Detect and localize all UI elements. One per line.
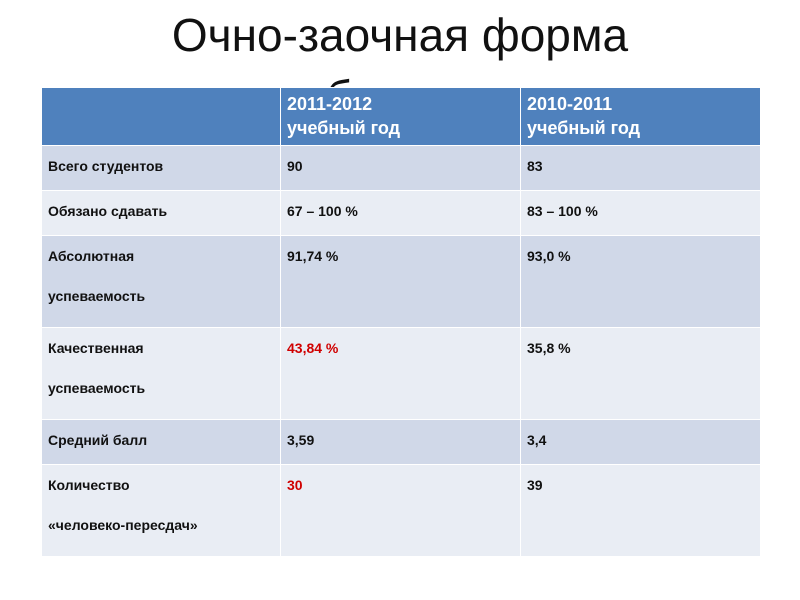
cell-text: 91,74 % — [287, 248, 339, 264]
header-cell — [41, 87, 281, 146]
label-text: Всего студентов — [48, 158, 164, 174]
label-text: Количество — [48, 477, 130, 493]
value-cell: 43,84 % — [280, 327, 521, 420]
value-cell: 3,4 — [520, 419, 761, 465]
data-table: 2011-2012 учебный год 2010-2011 учебный год… — [41, 87, 761, 557]
label-text: успеваемость — [48, 288, 146, 304]
label-text: Качественная — [48, 340, 144, 356]
cell-text: 83 — [527, 158, 543, 174]
table-row: Абсолютная успеваемость 91,74 % 93,0 % — [41, 235, 761, 328]
cell-text: 35,8 % — [527, 340, 571, 356]
table-row: Количество «человеко-пересдач» 30 39 — [41, 464, 761, 557]
value-cell: 3,59 — [280, 419, 521, 465]
row-label: Всего студентов — [41, 145, 281, 191]
value-cell: 90 — [280, 145, 521, 191]
row-label: Обязано сдавать — [41, 190, 281, 236]
value-cell: 35,8 % — [520, 327, 761, 420]
value-cell: 91,74 % — [280, 235, 521, 328]
header-text: учебный год — [527, 118, 641, 138]
table-row: Качественная успеваемость 43,84 % 35,8 % — [41, 327, 761, 420]
row-label: Качественная успеваемость — [41, 327, 281, 420]
label-text: Обязано сдавать — [48, 203, 168, 219]
value-cell: 67 – 100 % — [280, 190, 521, 236]
row-label: Количество «человеко-пересдач» — [41, 464, 281, 557]
row-label: Средний балл — [41, 419, 281, 465]
value-cell: 83 — [520, 145, 761, 191]
header-text: учебный год — [287, 118, 401, 138]
cell-text: 90 — [287, 158, 303, 174]
table-row: Всего студентов 90 83 — [41, 145, 761, 191]
value-cell: 93,0 % — [520, 235, 761, 328]
cell-text: 3,4 — [527, 432, 547, 448]
cell-text: 39 — [527, 477, 543, 493]
value-cell: 39 — [520, 464, 761, 557]
header-cell: 2011-2012 учебный год — [280, 87, 521, 146]
label-text: успеваемость — [48, 380, 146, 396]
cell-text: 67 – 100 % — [287, 203, 358, 219]
header-text: 2011-2012 — [287, 94, 373, 114]
cell-text: 43,84 % — [287, 340, 339, 356]
header-cell: 2010-2011 учебный год — [520, 87, 761, 146]
cell-text: 3,59 — [287, 432, 315, 448]
value-cell: 83 – 100 % — [520, 190, 761, 236]
row-label: Абсолютная успеваемость — [41, 235, 281, 328]
table-row: Средний балл 3,59 3,4 — [41, 419, 761, 465]
table-row: Обязано сдавать 67 – 100 % 83 – 100 % — [41, 190, 761, 236]
header-row: 2011-2012 учебный год 2010-2011 учебный год — [41, 87, 761, 146]
cell-text: 83 – 100 % — [527, 203, 598, 219]
cell-text: 30 — [287, 477, 303, 493]
value-cell: 30 — [280, 464, 521, 557]
label-text: «человеко-пересдач» — [48, 517, 198, 533]
cell-text: 93,0 % — [527, 248, 571, 264]
header-text: 2010-2011 — [527, 94, 613, 114]
label-text: Абсолютная — [48, 248, 135, 264]
label-text: Средний балл — [48, 432, 148, 448]
